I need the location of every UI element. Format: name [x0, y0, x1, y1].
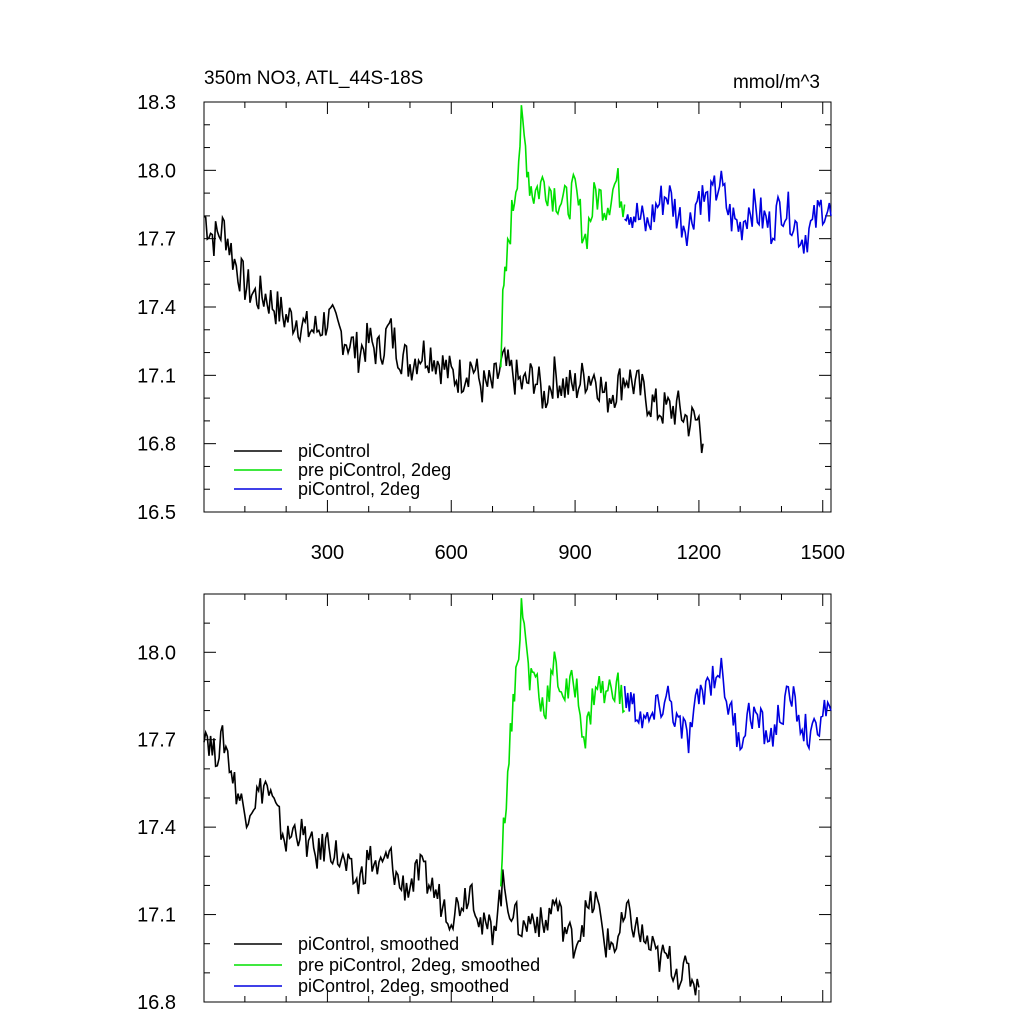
- y-tick-label: 17.7: [137, 730, 176, 752]
- series-line-1: [203, 725, 700, 996]
- x-tick-label: 600: [435, 542, 468, 564]
- y-tick-label: 16.5: [137, 502, 176, 524]
- legend-label: pre piControl, 2deg: [298, 460, 451, 480]
- series-line-3: [623, 657, 832, 754]
- legend-label: piControl, 2deg: [298, 479, 420, 499]
- x-tick-label: 1500: [800, 542, 845, 564]
- y-tick-label: 17.4: [137, 817, 176, 839]
- legend-label: piControl, smoothed: [298, 934, 459, 954]
- y-tick-label: 18.0: [137, 642, 176, 664]
- y-tick-label: 17.4: [137, 297, 176, 319]
- y-tick-label: 18.0: [137, 160, 176, 182]
- series-line-1: [203, 214, 704, 454]
- y-tick-label: 17.7: [137, 229, 176, 251]
- x-tick-label: 900: [558, 542, 591, 564]
- legend-label: piControl: [298, 441, 370, 461]
- series-line-2: [500, 598, 626, 887]
- y-tick-label: 17.1: [137, 365, 176, 387]
- y-tick-label: 17.1: [137, 905, 176, 927]
- legend-label: pre piControl, 2deg, smoothed: [298, 955, 540, 975]
- x-tick-label: 1200: [677, 542, 722, 564]
- chart-title: 350m NO3, ATL_44S-18S: [204, 68, 423, 89]
- legend-label: piControl, 2deg, smoothed: [298, 976, 509, 996]
- y-tick-label: 16.8: [137, 434, 176, 456]
- x-tick-label: 300: [311, 542, 344, 564]
- series-line-3: [624, 170, 832, 254]
- chart-units: mmol/m^3: [733, 72, 820, 93]
- series-line-2: [500, 105, 626, 368]
- top-panel: 16.5 16.8 17.1 17.4 17.7 18.0 18.3 300 600 900 120…: [137, 92, 845, 564]
- y-tick-label: 16.8: [137, 992, 176, 1014]
- y-tick-label: 18.3: [137, 92, 176, 114]
